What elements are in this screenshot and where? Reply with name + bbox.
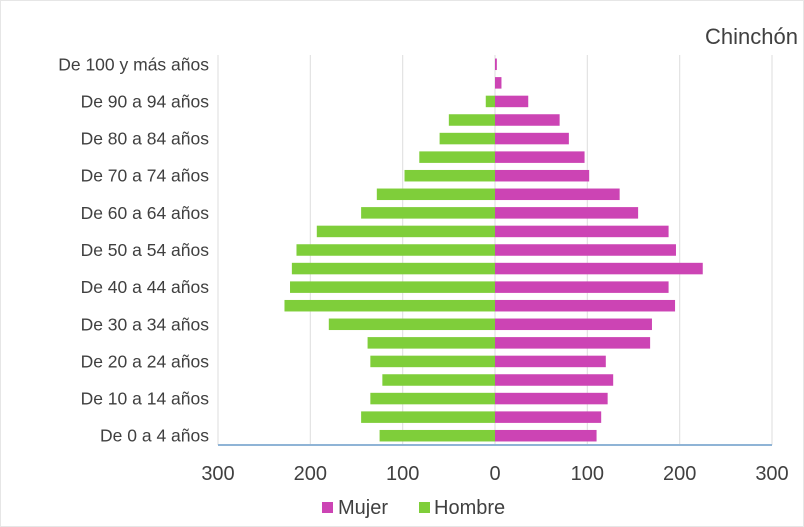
category-label: De 50 a 54 años bbox=[81, 240, 210, 260]
bar-mujer bbox=[495, 114, 560, 126]
bar-mujer bbox=[495, 77, 502, 89]
bar-mujer bbox=[495, 337, 651, 349]
bar-mujer bbox=[495, 207, 639, 219]
category-label: De 0 a 4 años bbox=[100, 426, 209, 446]
legend: Mujer Hombre bbox=[322, 497, 505, 519]
legend-swatch-hombre bbox=[419, 502, 430, 513]
bar-mujer bbox=[495, 244, 676, 256]
category-labels: De 0 a 4 años De 10 a 14 años De 20 a 24 a… bbox=[58, 54, 209, 445]
bar-mujer bbox=[495, 392, 608, 405]
bar-mujer bbox=[495, 95, 529, 108]
legend-swatch-mujer bbox=[322, 502, 333, 513]
bar-hombre bbox=[404, 169, 495, 182]
bar-mujer bbox=[495, 318, 652, 331]
bar-hombre bbox=[439, 132, 495, 145]
category-label: De 40 a 44 años bbox=[81, 277, 210, 297]
chart-title: Chinchón bbox=[705, 24, 798, 49]
bar-hombre bbox=[382, 374, 495, 386]
bar-mujer bbox=[495, 411, 602, 423]
bar-hombre bbox=[367, 337, 495, 349]
bar-mujer bbox=[495, 225, 669, 238]
bar-mujer bbox=[495, 355, 606, 368]
x-tick-label: 200 bbox=[294, 463, 327, 485]
bar-hombre bbox=[376, 188, 495, 201]
category-label: De 90 a 94 años bbox=[81, 91, 210, 111]
bar-hombre bbox=[296, 244, 495, 256]
bar-hombre bbox=[448, 114, 495, 126]
bar-mujer bbox=[495, 132, 569, 145]
category-label: De 80 a 84 años bbox=[81, 129, 210, 149]
bar-hombre bbox=[379, 429, 495, 442]
bar-hombre bbox=[328, 318, 495, 331]
bar-hombre bbox=[361, 411, 495, 423]
x-tick-label: 200 bbox=[663, 463, 696, 485]
bar-hombre bbox=[370, 355, 495, 368]
bar-hombre bbox=[485, 95, 495, 108]
x-tick-labels: 300 200 100 0 100 200 300 bbox=[201, 463, 788, 485]
bar-hombre bbox=[291, 262, 495, 275]
bar-mujer bbox=[495, 262, 703, 275]
bar-mujer bbox=[495, 374, 614, 386]
bar-mujer bbox=[495, 429, 597, 442]
x-tick-label: 100 bbox=[571, 463, 604, 485]
bar-hombre bbox=[290, 281, 495, 293]
bar-mujer bbox=[495, 299, 676, 312]
bar-mujer bbox=[495, 169, 590, 182]
category-label: De 30 a 34 años bbox=[81, 314, 210, 334]
legend-label-mujer: Mujer bbox=[338, 497, 388, 519]
bar-hombre bbox=[361, 207, 495, 219]
x-tick-label: 300 bbox=[201, 463, 234, 485]
bar-mujer bbox=[495, 151, 585, 163]
bar-hombre bbox=[284, 299, 495, 312]
bar-mujer bbox=[495, 281, 669, 293]
category-label: De 100 y más años bbox=[58, 54, 209, 74]
x-tick-label: 100 bbox=[386, 463, 419, 485]
category-label: De 70 a 74 años bbox=[81, 166, 210, 186]
bar-mujer bbox=[495, 188, 620, 201]
category-label: De 20 a 24 años bbox=[81, 351, 210, 371]
bar-hombre bbox=[316, 225, 495, 238]
bar-hombre bbox=[419, 151, 495, 163]
category-label: De 60 a 64 años bbox=[81, 203, 210, 223]
bar-mujer bbox=[495, 58, 497, 71]
category-label: De 10 a 14 años bbox=[81, 389, 210, 409]
legend-label-hombre: Hombre bbox=[434, 497, 505, 519]
bars bbox=[284, 58, 703, 442]
x-tick-label: 0 bbox=[489, 463, 500, 485]
x-tick-label: 300 bbox=[755, 463, 788, 485]
bar-hombre bbox=[370, 392, 495, 405]
